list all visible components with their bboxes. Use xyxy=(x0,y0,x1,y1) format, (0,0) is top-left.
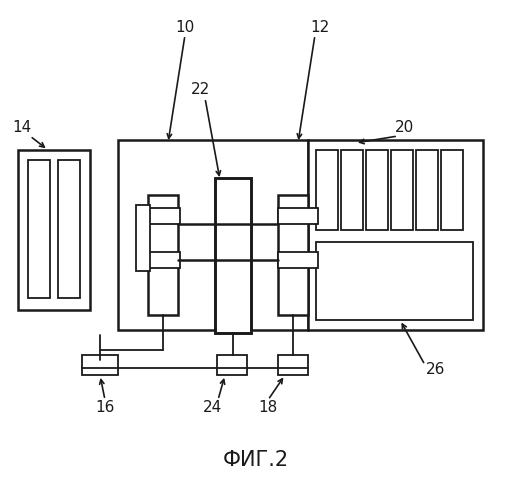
Bar xyxy=(316,150,338,230)
Bar xyxy=(148,195,178,315)
Bar xyxy=(82,355,118,375)
Text: 16: 16 xyxy=(95,400,115,415)
Text: 12: 12 xyxy=(310,20,330,36)
Bar xyxy=(441,150,463,230)
Bar xyxy=(278,195,308,315)
Text: ФИГ.2: ФИГ.2 xyxy=(223,450,289,470)
Bar xyxy=(278,208,318,224)
Bar xyxy=(278,252,318,268)
Text: 20: 20 xyxy=(395,120,415,136)
Bar xyxy=(341,150,363,230)
Bar xyxy=(215,178,251,333)
Bar xyxy=(138,208,180,224)
Bar xyxy=(217,355,247,375)
Bar xyxy=(278,355,308,375)
Bar xyxy=(118,140,308,330)
Bar xyxy=(416,150,438,230)
Text: 22: 22 xyxy=(190,82,209,98)
Bar xyxy=(58,160,80,298)
Bar xyxy=(308,140,483,330)
Text: 10: 10 xyxy=(176,20,195,36)
Bar xyxy=(366,150,388,230)
Bar xyxy=(138,252,180,268)
Bar xyxy=(28,160,50,298)
Text: 18: 18 xyxy=(259,400,278,415)
Bar xyxy=(316,242,473,320)
Bar xyxy=(18,150,90,310)
Text: 14: 14 xyxy=(12,120,32,136)
Bar xyxy=(391,150,413,230)
Text: 26: 26 xyxy=(426,362,445,378)
Bar xyxy=(136,205,150,271)
Text: 24: 24 xyxy=(203,400,223,415)
